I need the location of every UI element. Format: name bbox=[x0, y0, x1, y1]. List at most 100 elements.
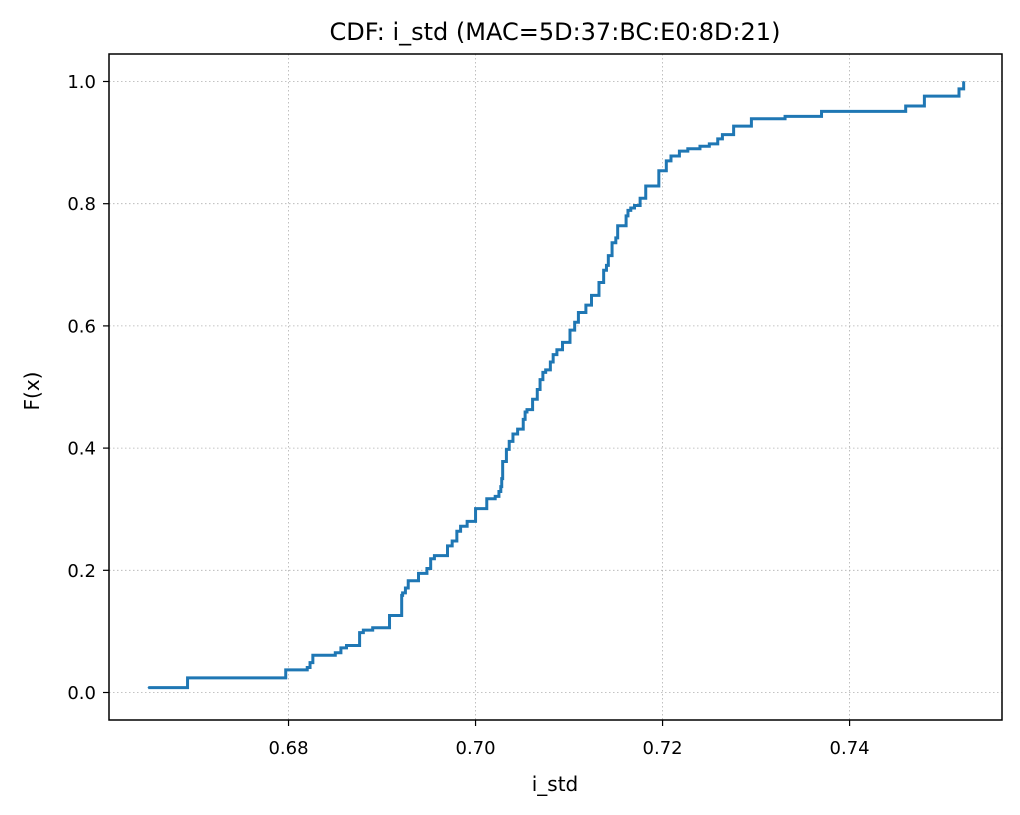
cdf-step-point bbox=[501, 478, 503, 480]
cdf-step-point bbox=[545, 369, 547, 371]
cdf-step-point bbox=[625, 215, 627, 217]
cdf-step-point bbox=[498, 490, 500, 493]
cdf-step-point bbox=[542, 371, 544, 373]
cdf-step-point bbox=[617, 225, 619, 227]
cdf-step-point bbox=[362, 629, 364, 631]
cdf-step-point bbox=[474, 507, 477, 510]
cdf-step-point bbox=[186, 677, 189, 679]
cdf-step-point bbox=[687, 148, 689, 150]
cdf-step-point bbox=[630, 207, 632, 209]
cdf-step-point bbox=[312, 654, 314, 656]
cdf-step-point bbox=[309, 661, 311, 664]
cdf-step-point bbox=[430, 558, 432, 560]
cdf-step-point bbox=[456, 530, 458, 532]
x-axis: 0.68 0.70 0.72 0.74 bbox=[268, 720, 870, 759]
cdf-step-point bbox=[605, 264, 608, 267]
cdf-step-point bbox=[451, 540, 453, 542]
cdf-step-point bbox=[552, 354, 554, 356]
cdf-step-point bbox=[598, 281, 600, 284]
cdf-step-point bbox=[340, 647, 342, 649]
cdf-step-point bbox=[446, 545, 449, 547]
cdf-step-point bbox=[359, 632, 361, 634]
cdf-step-point bbox=[699, 145, 701, 147]
cdf-step-point bbox=[958, 88, 960, 90]
chart-title: CDF: i_std (MAC=5D:37:BC:E0:8D:21) bbox=[330, 18, 781, 46]
cdf-step-point bbox=[633, 204, 636, 207]
y-tick-label: 0.2 bbox=[67, 561, 96, 582]
cdf-step-point bbox=[522, 418, 524, 420]
cdf-step-point bbox=[505, 448, 508, 450]
y-tick-label: 0.4 bbox=[67, 439, 96, 460]
cdf-step-point bbox=[502, 460, 504, 463]
cdf-step-point bbox=[345, 644, 348, 647]
grid bbox=[109, 54, 1002, 720]
cdf-step-point bbox=[556, 349, 558, 351]
cdf-step-point bbox=[574, 321, 576, 323]
cdf-step-point bbox=[603, 269, 605, 271]
cdf-step-point bbox=[721, 134, 724, 136]
series-group bbox=[147, 80, 966, 690]
cdf-step-point bbox=[517, 428, 519, 430]
cdf-step-point bbox=[645, 185, 647, 187]
cdf-step-point bbox=[639, 197, 641, 199]
cdf-step-point bbox=[963, 80, 965, 83]
cdf-step-point bbox=[678, 150, 681, 152]
cdf-step-point bbox=[750, 118, 753, 120]
x-tick-label: 0.68 bbox=[268, 738, 308, 759]
cdf-step-point bbox=[615, 237, 617, 239]
y-tick-label: 0.0 bbox=[67, 683, 96, 704]
cdf-step-point bbox=[486, 498, 488, 500]
cdf-step-point bbox=[426, 567, 428, 570]
y-tick-label: 0.6 bbox=[67, 316, 96, 337]
cdf-step-point bbox=[585, 304, 587, 306]
cdf-step-point bbox=[627, 209, 629, 212]
cdf-step-point bbox=[512, 433, 514, 435]
cdf-step-point bbox=[401, 594, 403, 596]
plot-frame bbox=[108, 53, 1003, 721]
cdf-step-point bbox=[733, 125, 735, 127]
cdf-step-point bbox=[404, 587, 407, 589]
y-tick-label: 0.8 bbox=[67, 194, 96, 215]
x-axis-label: i_std bbox=[532, 772, 579, 796]
cdf-step-point bbox=[820, 110, 823, 113]
cdf-step-point bbox=[459, 525, 462, 527]
cdf-step-point bbox=[494, 495, 496, 497]
cdf-step-point bbox=[590, 294, 593, 296]
cdf-step-point bbox=[417, 572, 420, 574]
cdf-step-point bbox=[388, 614, 391, 617]
cdf-step-point bbox=[708, 143, 710, 145]
cdf-step-point bbox=[526, 409, 528, 411]
x-tick-label: 0.72 bbox=[643, 738, 683, 759]
cdf-step-point bbox=[536, 388, 538, 391]
cdf-step-point bbox=[717, 138, 719, 140]
y-axis-label: F(x) bbox=[20, 372, 44, 411]
cdf-step-point bbox=[508, 440, 510, 442]
x-tick-label: 0.70 bbox=[456, 738, 496, 759]
cdf-step-point bbox=[607, 255, 609, 257]
cdf-step-point bbox=[577, 311, 580, 314]
cdf-step-point bbox=[466, 520, 468, 523]
y-axis: 0.0 0.2 0.4 0.6 0.8 1.0 bbox=[67, 72, 109, 704]
cdf-step-point bbox=[402, 592, 404, 594]
cdf-step-point bbox=[407, 580, 409, 582]
cdf-step-point bbox=[665, 160, 667, 162]
cdf-step-point bbox=[561, 341, 564, 343]
y-tick-label: 1.0 bbox=[67, 72, 96, 93]
cdf-step-point bbox=[531, 398, 534, 400]
cdf-step-point bbox=[306, 666, 308, 669]
cdf-step-point bbox=[569, 329, 571, 331]
cdf-step-point bbox=[923, 95, 925, 97]
cdf-step-point bbox=[611, 242, 613, 244]
cdf-step-point bbox=[670, 155, 672, 157]
cdf-step-line bbox=[148, 81, 966, 690]
cdf-step-point bbox=[285, 669, 287, 671]
cdf-step-point bbox=[784, 115, 786, 117]
cdf-step-point bbox=[549, 361, 551, 363]
cdf-step-point bbox=[539, 379, 541, 381]
cdf-step-point bbox=[500, 485, 502, 488]
cdf-step-point bbox=[433, 555, 436, 557]
cdf-step-point bbox=[334, 652, 336, 654]
cdf-step-point bbox=[372, 627, 374, 629]
